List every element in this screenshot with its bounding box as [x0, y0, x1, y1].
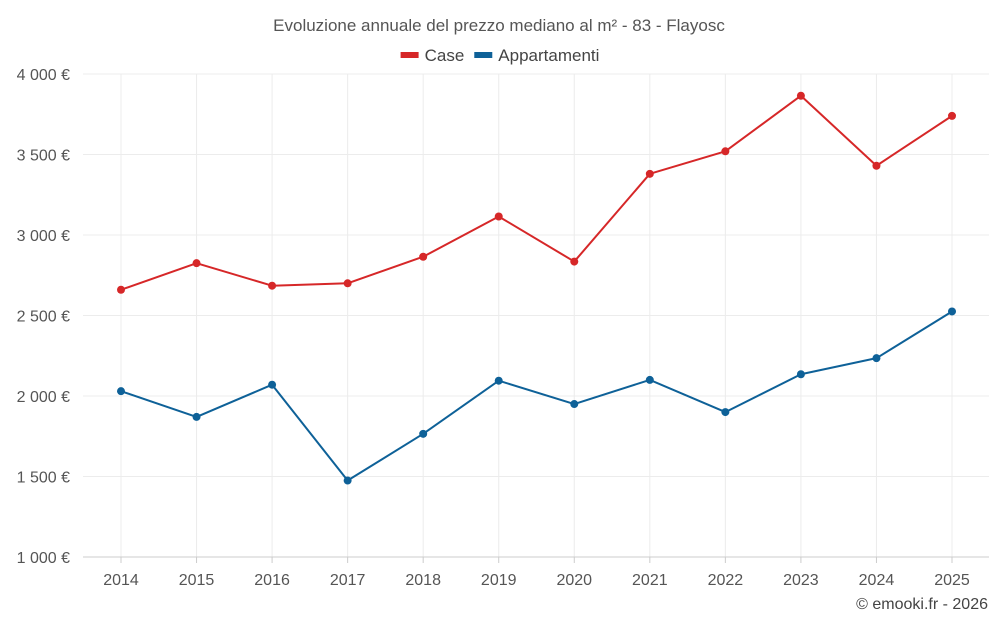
- x-tick-label: 2025: [934, 572, 970, 589]
- data-point-appartamenti[interactable]: [268, 380, 277, 389]
- y-tick-label: 3 500 €: [17, 148, 70, 165]
- data-point-case[interactable]: [494, 212, 503, 221]
- data-point-case[interactable]: [192, 259, 201, 268]
- data-point-appartamenti[interactable]: [721, 408, 730, 417]
- data-point-appartamenti[interactable]: [419, 429, 428, 438]
- series-line-appartamenti: [120, 310, 953, 482]
- x-tick-label: 2023: [783, 572, 819, 589]
- data-point-case[interactable]: [645, 169, 654, 178]
- data-point-case[interactable]: [796, 91, 805, 100]
- data-point-appartamenti[interactable]: [645, 375, 654, 384]
- legend-label: Case: [425, 46, 465, 65]
- x-tick-label: 2022: [708, 572, 744, 589]
- data-point-appartamenti[interactable]: [570, 400, 579, 409]
- x-tick-label: 2014: [103, 572, 139, 589]
- data-point-case[interactable]: [419, 252, 428, 261]
- chart-title: Evoluzione annuale del prezzo mediano al…: [273, 16, 725, 35]
- y-tick-label: 4 000 €: [17, 67, 70, 84]
- x-tick-label: 2017: [330, 572, 366, 589]
- axes: 1 000 € 1 500 € 2 000 € 2 500 € 3 000 € 3 500…: [17, 67, 989, 589]
- data-point-appartamenti[interactable]: [494, 376, 503, 385]
- y-tick-label: 1 500 €: [17, 470, 70, 487]
- legend-label: Appartamenti: [498, 46, 599, 65]
- x-tick-label: 2019: [481, 572, 517, 589]
- legend-item-appartamenti[interactable]: Appartamenti: [474, 46, 599, 65]
- x-tick-label: 2015: [179, 572, 215, 589]
- data-point-appartamenti[interactable]: [192, 412, 201, 421]
- data-point-case[interactable]: [268, 281, 277, 290]
- y-tick-label: 1 000 €: [17, 550, 70, 567]
- legend-item-case[interactable]: Case: [400, 46, 465, 65]
- series-line-case: [120, 94, 953, 291]
- data-point-case[interactable]: [570, 257, 579, 266]
- data-point-case[interactable]: [948, 111, 956, 120]
- series-layer: [117, 91, 956, 485]
- y-tick-label: 3 000 €: [17, 228, 70, 245]
- legend: Case Appartamenti: [400, 46, 599, 65]
- x-tick-label: 2018: [405, 572, 441, 589]
- legend-swatch: [400, 52, 419, 58]
- x-tick-label: 2021: [632, 572, 668, 589]
- x-tick-label: 2024: [859, 572, 895, 589]
- data-point-appartamenti[interactable]: [343, 476, 352, 485]
- data-point-appartamenti[interactable]: [872, 354, 881, 363]
- credit-text: © emooki.fr - 2026: [856, 596, 988, 613]
- legend-swatch: [474, 52, 493, 58]
- data-point-case[interactable]: [872, 161, 881, 170]
- grid: [83, 73, 989, 557]
- data-point-case[interactable]: [343, 279, 352, 288]
- y-tick-label: 2 500 €: [17, 309, 70, 326]
- data-point-appartamenti[interactable]: [948, 307, 956, 316]
- data-point-case[interactable]: [117, 285, 125, 294]
- y-tick-label: 2 000 €: [17, 389, 70, 406]
- data-point-appartamenti[interactable]: [117, 387, 125, 396]
- data-point-appartamenti[interactable]: [796, 370, 805, 379]
- x-tick-label: 2020: [556, 572, 592, 589]
- data-point-case[interactable]: [721, 147, 730, 156]
- x-tick-label: 2016: [254, 572, 290, 589]
